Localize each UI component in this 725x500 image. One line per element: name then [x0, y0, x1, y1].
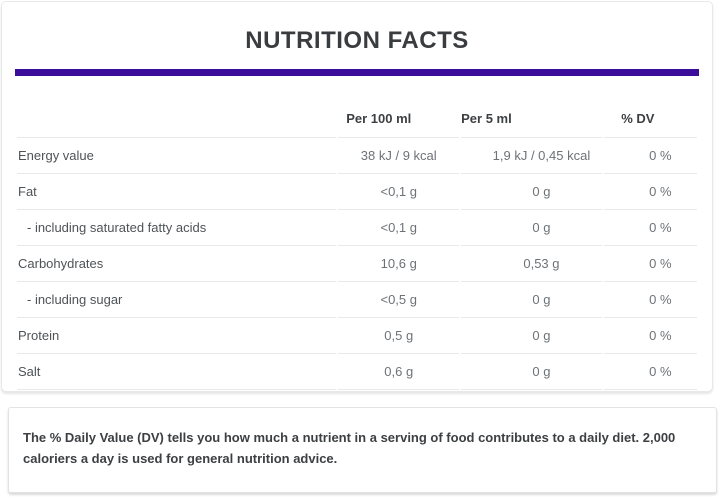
nutrient-name: - including saturated fatty acids [17, 210, 337, 246]
header-row: Per 100 ml Per 5 ml % DV [17, 76, 697, 138]
per-5ml-value: 1,9 kJ / 0,45 kcal [461, 138, 602, 174]
per-100ml-value: 0,6 g [338, 354, 460, 390]
per-5ml-value: 0,53 g [461, 246, 602, 282]
daily-value-note-card: The % Daily Value (DV) tells you how muc… [8, 407, 717, 493]
table-row: Salt 0,6 g 0 g 0 % [17, 354, 697, 390]
dv-value: 0 % [603, 246, 697, 282]
table-row: Protein 0,5 g 0 g 0 % [17, 318, 697, 354]
nutrient-name: Carbohydrates [17, 246, 337, 282]
per-100ml-value: 0,5 g [338, 318, 460, 354]
per-5ml-value: 0 g [461, 354, 602, 390]
dv-value: 0 % [603, 210, 697, 246]
nutrition-table-header: Per 100 ml Per 5 ml % DV [17, 76, 697, 138]
daily-value-note: The % Daily Value (DV) tells you how muc… [23, 430, 676, 466]
column-header-per-5ml: Per 5 ml [461, 76, 602, 138]
per-100ml-value: <0,1 g [338, 174, 460, 210]
per-100ml-value: <0,5 g [338, 282, 460, 318]
column-header-per-100ml: Per 100 ml [338, 76, 460, 138]
nutrition-table: Per 100 ml Per 5 ml % DV Energy value 38… [15, 76, 699, 390]
nutrient-name: Salt [17, 354, 337, 390]
per-100ml-value: 38 kJ / 9 kcal [338, 138, 460, 174]
page-title: NUTRITION FACTS [245, 27, 469, 54]
per-5ml-value: 0 g [461, 210, 602, 246]
nutrient-name: Protein [17, 318, 337, 354]
dv-value: 0 % [603, 138, 697, 174]
column-header-nutrient [17, 76, 337, 138]
per-5ml-value: 0 g [461, 174, 602, 210]
per-100ml-value: 10,6 g [338, 246, 460, 282]
per-5ml-value: 0 g [461, 282, 602, 318]
accent-bar [15, 69, 699, 76]
per-5ml-value: 0 g [461, 318, 602, 354]
nutrient-name: Fat [17, 174, 337, 210]
nutrition-table-body: Energy value 38 kJ / 9 kcal 1,9 kJ / 0,4… [17, 138, 697, 390]
column-header-dv: % DV [603, 76, 697, 138]
per-100ml-value: <0,1 g [338, 210, 460, 246]
table-row: Carbohydrates 10,6 g 0,53 g 0 % [17, 246, 697, 282]
table-row: - including saturated fatty acids <0,1 g… [17, 210, 697, 246]
dv-value: 0 % [603, 282, 697, 318]
dv-value: 0 % [603, 174, 697, 210]
table-row: Fat <0,1 g 0 g 0 % [17, 174, 697, 210]
nutrient-name: - including sugar [17, 282, 337, 318]
table-row: Energy value 38 kJ / 9 kcal 1,9 kJ / 0,4… [17, 138, 697, 174]
dv-value: 0 % [603, 318, 697, 354]
nutrient-name: Energy value [17, 138, 337, 174]
table-row: - including sugar <0,5 g 0 g 0 % [17, 282, 697, 318]
dv-value: 0 % [603, 354, 697, 390]
nutrition-facts-card: NUTRITION FACTS Per 100 ml Per 5 ml % DV… [1, 1, 713, 392]
